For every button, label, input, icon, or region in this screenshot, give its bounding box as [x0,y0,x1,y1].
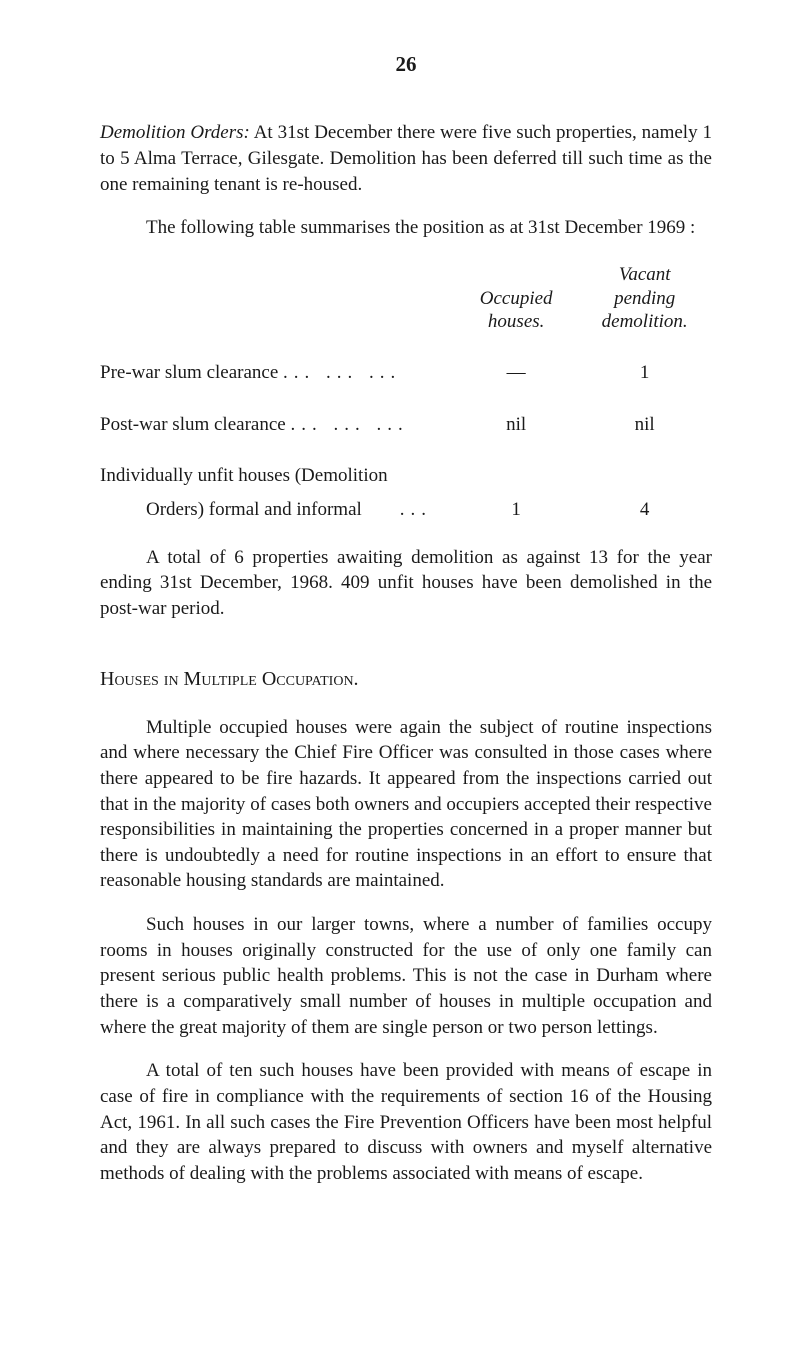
row-label: Pre-war slum clearance ... ... ... [100,356,455,390]
row-label-text: Post-war slum clearance [100,414,286,435]
paragraph-table-intro: The following table summarises the posit… [100,215,712,241]
paragraph-multiple-occupied: Multiple occupied houses were again the … [100,715,712,894]
row-col-a-empty [455,459,577,493]
row-col-b: 1 [577,356,712,390]
table-row: Post-war slum clearance ... ... ... nil … [100,408,712,442]
row-label-line1: Individually unfit houses (Demolition [100,459,455,493]
row-col-a: 1 [455,493,577,527]
header-vacant-l3: demolition. [602,311,688,332]
row-dots: ... [400,499,432,520]
table-row: Orders) formal and informal ... 1 4 [100,493,712,527]
header-occupied: Occupied houses. [455,259,577,338]
paragraph-larger-towns: Such houses in our larger towns, where a… [100,912,712,1040]
header-vacant-l2: pending [614,288,675,309]
header-empty [100,259,455,338]
paragraph-total-properties: A total of 6 properties awaiting demolit… [100,545,712,622]
paragraph-demolition-orders: Demolition Orders: At 31st December ther… [100,120,712,197]
row-col-b-empty [577,459,712,493]
section-heading-multiple-occupation: Houses in Multiple Occupation. [100,666,712,693]
page-number: 26 [100,50,712,78]
row-dots: ... ... ... [290,414,408,435]
demolition-orders-label: Demolition Orders: [100,122,250,143]
row-col-a: — [455,356,577,390]
row-label-text: Pre-war slum clearance [100,362,278,383]
row-label-line2: Orders) formal and informal ... [100,493,455,527]
row-col-b: nil [577,408,712,442]
row-label-line2-text: Orders) formal and informal [146,499,362,520]
row-col-a: nil [455,408,577,442]
header-vacant: Vacant pending demolition. [577,259,712,338]
summary-table: Occupied houses. Vacant pending demoliti… [100,259,712,527]
header-occupied-l1: Occupied [480,288,553,309]
row-dots: ... ... ... [283,362,401,383]
row-label: Post-war slum clearance ... ... ... [100,408,455,442]
header-occupied-l2: houses. [488,311,544,332]
page: 26 Demolition Orders: At 31st December t… [0,0,800,1345]
paragraph-means-of-escape: A total of ten such houses have been pro… [100,1058,712,1186]
row-col-b: 4 [577,493,712,527]
table-row: Individually unfit houses (Demolition [100,459,712,493]
table-row: Pre-war slum clearance ... ... ... — 1 [100,356,712,390]
header-vacant-l1: Vacant [619,264,671,285]
table-header-row: Occupied houses. Vacant pending demoliti… [100,259,712,338]
